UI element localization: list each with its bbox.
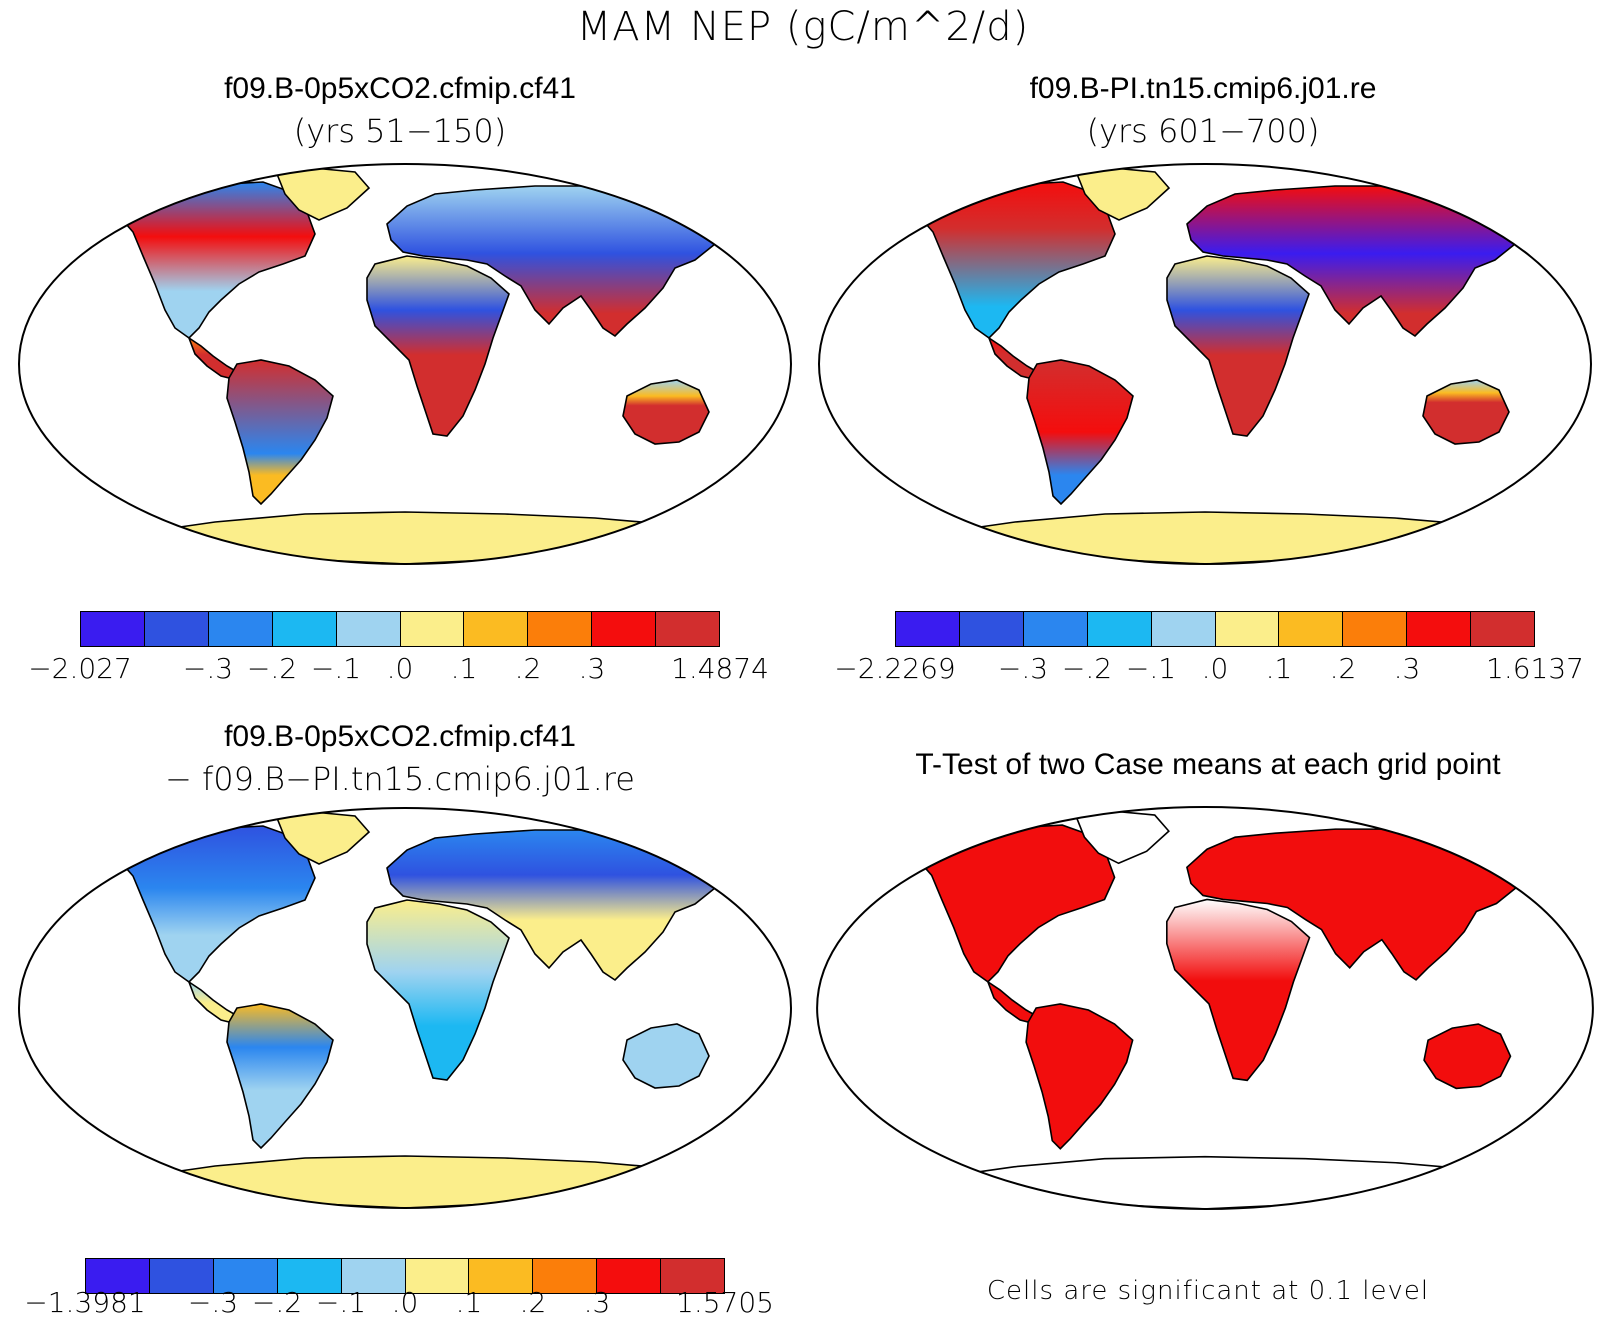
colorbar-tl-tick-label: .3 [578, 652, 606, 685]
colorbar-swatch [533, 1259, 598, 1293]
colorbar-swatch [86, 1259, 150, 1293]
colorbar-swatch [1279, 612, 1344, 646]
colorbar-swatch [400, 612, 465, 646]
land-australia [1423, 1023, 1512, 1090]
map-br [816, 806, 1594, 1210]
panel-tl-title: f09.B-0p5xCO2.cfmip.cf41 [224, 72, 576, 105]
land-samerica [1026, 359, 1134, 506]
land-africa [366, 255, 510, 437]
land-australia [622, 1023, 710, 1089]
panel-tr-title: f09.B-PI.tn15.cmip6.j01.re [1029, 72, 1377, 105]
land-samerica [226, 359, 334, 506]
colorbar-tr-tick-label: .1 [1265, 652, 1293, 685]
colorbar-tl-tick-label: .2 [514, 652, 542, 685]
colorbar-tr-tick-label: −.2 [1061, 652, 1113, 685]
colorbar-swatch [656, 612, 720, 646]
colorbar-bl-tick-label: .2 [519, 1286, 547, 1319]
land-greenland [275, 811, 371, 865]
colorbar-swatch [208, 612, 273, 646]
colorbar-tr-tick-label: −.3 [997, 652, 1049, 685]
colorbar-swatch [661, 1259, 725, 1293]
map-boundary [18, 807, 792, 1209]
panel-tr-subtitle: (yrs 601−700) [1086, 112, 1320, 150]
colorbar-tr-tick-label: −.1 [1125, 652, 1177, 685]
map-tl [18, 163, 792, 565]
colorbar-bl-max-label: 1.5705 [676, 1286, 774, 1319]
colorbar-tl-min-label: −2.027 [28, 652, 132, 685]
colorbar-swatch [272, 612, 337, 646]
colorbar-tl-tick-label: −.1 [310, 652, 362, 685]
land-samerica [1025, 1003, 1134, 1150]
land-greenland [1075, 167, 1171, 221]
colorbar-tr-min-label: −2.2269 [834, 652, 956, 685]
land-africa [366, 899, 510, 1081]
colorbar-swatch [597, 1259, 662, 1293]
panel-bl-title: f09.B-0p5xCO2.cfmip.cf41 [224, 720, 576, 753]
colorbar-bl-tick-label: −.2 [251, 1286, 303, 1319]
colorbar-swatch [149, 1259, 214, 1293]
panel-tl-subtitle: (yrs 51−150) [293, 112, 507, 150]
colorbar-bl-tick-label: −.1 [315, 1286, 367, 1319]
colorbar-swatch [1023, 612, 1088, 646]
colorbar-tr-max-label: 1.6137 [1486, 652, 1584, 685]
colorbar-swatch [464, 612, 529, 646]
colorbar-swatch [1471, 612, 1535, 646]
colorbar-bl-min-label: −1.3981 [24, 1286, 146, 1319]
land-africa [1166, 255, 1310, 437]
colorbar-tr-labels: −2.2269 −.3 −.2 −.1 .0 .1 .2 .3 1.6137 [0, 652, 1606, 692]
map-bl [18, 807, 792, 1209]
colorbar-swatch [405, 1259, 470, 1293]
colorbar-swatch [1407, 612, 1472, 646]
panel-br-title: T-Test of two Case means at each grid po… [915, 748, 1501, 781]
colorbar-swatch [213, 1259, 278, 1293]
map-tr [818, 163, 1592, 565]
colorbar-bl-labels: −1.3981 −.3 −.2 −.1 .0 .1 .2 .3 1.5705 [0, 1286, 800, 1326]
colorbar-bl-tick-label: −.3 [187, 1286, 239, 1319]
colorbar-swatch [336, 612, 401, 646]
colorbar-tl-max-label: 1.4874 [671, 652, 769, 685]
colorbar-tr-tick-label: .3 [1393, 652, 1421, 685]
colorbar-bl-tick-label: .3 [583, 1286, 611, 1319]
land-greenland [275, 167, 371, 221]
colorbar-tr [895, 611, 1535, 647]
land-samerica [226, 1003, 334, 1150]
colorbar-swatch [592, 612, 657, 646]
map-boundary [816, 806, 1594, 1210]
colorbar-tl-tick-label: −.2 [246, 652, 298, 685]
land-australia [1422, 379, 1510, 445]
colorbar-tl-tick-label: .0 [386, 652, 414, 685]
colorbar-swatch [896, 612, 960, 646]
colorbar-swatch [144, 612, 209, 646]
land-australia [622, 379, 710, 445]
land-greenland [1075, 810, 1170, 865]
colorbar-tl-tick-label: −.3 [182, 652, 234, 685]
colorbar-bl-tick-label: .1 [455, 1286, 483, 1319]
panel-bl-subtitle: − f09.B−PI.tn15.cmip6.j01.re [165, 760, 635, 798]
figure-title: MAM NEP (gC/m^2/d) [576, 4, 1030, 50]
colorbar-swatch [1215, 612, 1280, 646]
significance-note: Cells are significant at 0.1 level [986, 1276, 1430, 1306]
colorbar-swatch [1343, 612, 1408, 646]
land-africa [1166, 898, 1311, 1082]
colorbar-swatch [469, 1259, 534, 1293]
colorbar-tr-tick-label: .0 [1201, 652, 1229, 685]
colorbar-swatch [81, 612, 145, 646]
colorbar-swatch [277, 1259, 342, 1293]
colorbar-tl-labels: −2.027 −.3 −.2 −.1 .0 .1 .2 .3 1.4874 [0, 652, 800, 692]
map-boundary [18, 163, 792, 565]
colorbar-swatch [341, 1259, 406, 1293]
colorbar-swatch [1087, 612, 1152, 646]
colorbar-tl [80, 611, 720, 647]
colorbar-bl-tick-label: .0 [391, 1286, 419, 1319]
colorbar-bl [85, 1258, 725, 1294]
colorbar-swatch [959, 612, 1024, 646]
colorbar-swatch [1151, 612, 1216, 646]
colorbar-tr-tick-label: .2 [1329, 652, 1357, 685]
map-boundary [818, 163, 1592, 565]
colorbar-tl-tick-label: .1 [450, 652, 478, 685]
colorbar-swatch [528, 612, 593, 646]
